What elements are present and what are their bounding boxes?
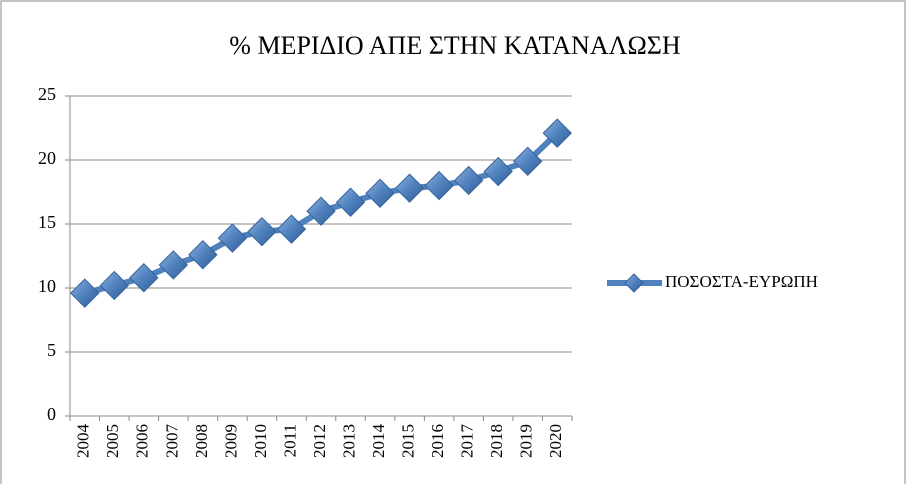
marker bbox=[188, 240, 218, 270]
x-tick-label: 2006 bbox=[133, 424, 152, 458]
marker bbox=[483, 156, 513, 187]
marker bbox=[99, 270, 130, 301]
x-tick-label: 2014 bbox=[369, 424, 388, 459]
x-tick-label: 2019 bbox=[517, 424, 536, 458]
x-tick-label: 2011 bbox=[280, 424, 299, 457]
legend-label: ΠΟΣΟΣΤΑ-ΕΥΡΩΠΗ bbox=[665, 272, 818, 291]
x-tick-label: 2020 bbox=[546, 424, 565, 458]
marker bbox=[276, 214, 307, 244]
y-tick-label: 20 bbox=[38, 148, 56, 168]
marker bbox=[424, 170, 454, 201]
marker bbox=[453, 165, 484, 196]
marker bbox=[217, 223, 248, 253]
x-tick-label: 2009 bbox=[221, 424, 240, 458]
x-tick-label: 2010 bbox=[251, 424, 270, 458]
marker bbox=[394, 173, 425, 203]
x-tick-label: 2017 bbox=[458, 424, 477, 459]
chart-title: % ΜΕΡΙΔΙΟ ΑΠΕ ΣΤΗΝ ΚΑΤΑΝΑΛΩΣΗ bbox=[229, 31, 681, 60]
y-tick-label: 5 bbox=[47, 340, 56, 360]
marker bbox=[306, 196, 336, 226]
marker bbox=[129, 263, 159, 293]
x-tick-label: 2008 bbox=[192, 424, 211, 458]
marker bbox=[247, 216, 277, 247]
x-tick-label: 2012 bbox=[310, 424, 329, 458]
marker bbox=[158, 250, 189, 280]
marker bbox=[542, 118, 572, 148]
x-tick-label: 2004 bbox=[74, 424, 93, 459]
y-tick-label: 10 bbox=[38, 276, 56, 296]
y-tick-label: 0 bbox=[47, 404, 56, 424]
legend-marker bbox=[624, 273, 644, 293]
x-tick-label: 2018 bbox=[487, 424, 506, 458]
x-tick-label: 2013 bbox=[339, 424, 358, 458]
y-tick-label: 25 bbox=[38, 84, 56, 104]
y-tick-label: 15 bbox=[38, 212, 56, 232]
x-tick-label: 2005 bbox=[103, 424, 122, 458]
marker bbox=[365, 178, 395, 208]
x-tick-label: 2007 bbox=[162, 424, 181, 459]
marker bbox=[70, 278, 100, 308]
marker bbox=[512, 146, 543, 176]
x-tick-label: 2016 bbox=[428, 424, 447, 458]
x-tick-label: 2015 bbox=[398, 424, 417, 458]
marker bbox=[335, 187, 366, 217]
